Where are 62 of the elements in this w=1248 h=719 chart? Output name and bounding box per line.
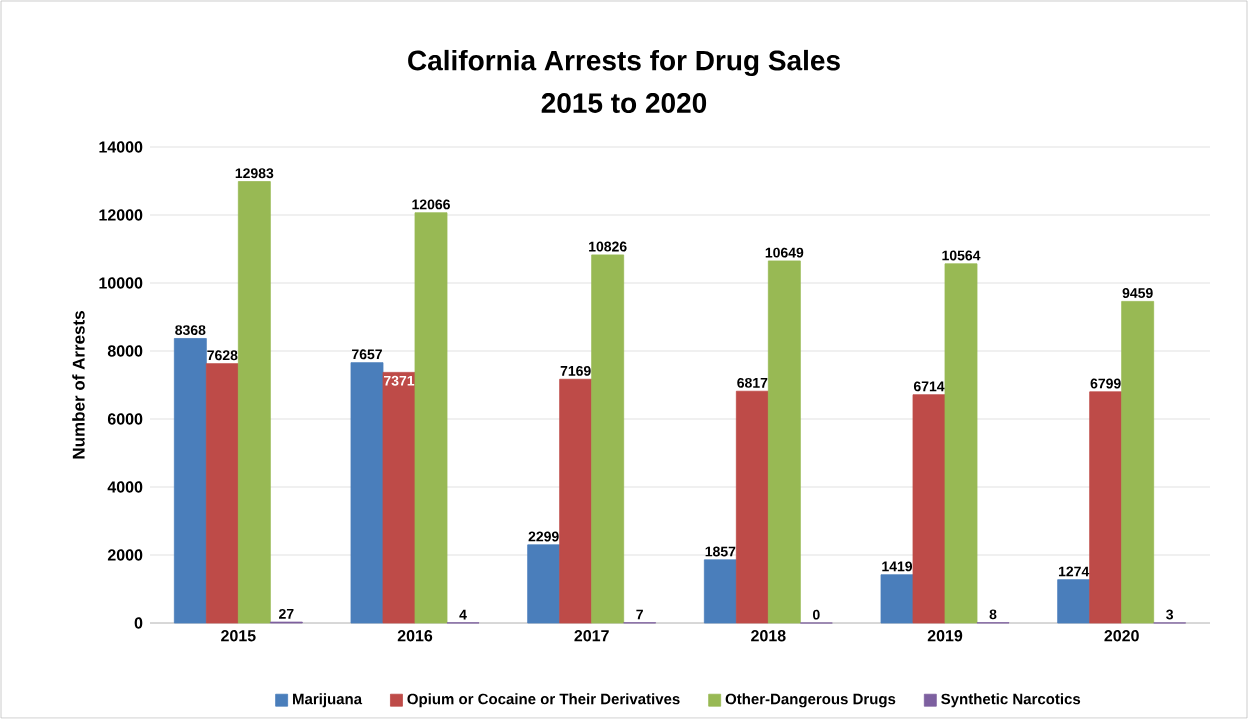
bar [1089, 391, 1123, 624]
chart-subtitle: 2015 to 2020 [541, 93, 707, 113]
y-tick-label: 10000 [99, 277, 143, 289]
legend-label: Marijuana [293, 693, 363, 708]
bar [944, 263, 978, 624]
data-label: 6799 [1090, 378, 1121, 389]
bar [527, 544, 561, 624]
data-label: 6714 [913, 381, 945, 392]
y-tick-label: 6000 [107, 413, 143, 425]
bar [559, 378, 593, 624]
bar [173, 338, 207, 624]
x-tick-label: 2016 [397, 630, 433, 642]
data-label: 0 [813, 609, 820, 620]
bar [1121, 301, 1155, 624]
data-label: 3 [1166, 609, 1174, 620]
data-label: 4 [459, 609, 467, 620]
data-label: 7169 [560, 365, 591, 376]
y-axis-title: Number of Arrests [72, 311, 85, 459]
data-label: 7 [636, 609, 643, 620]
data-label: 8 [989, 609, 997, 620]
x-tick-label: 2015 [221, 630, 256, 642]
data-label: 9459 [1122, 288, 1153, 298]
legend-label: Opium or Cocaine or Their Derivatives [407, 693, 680, 708]
data-label: 10564 [942, 250, 981, 261]
x-tick-label: 2020 [1104, 630, 1139, 642]
data-label: 10649 [765, 247, 804, 258]
bar [767, 260, 801, 624]
data-label: 8368 [175, 325, 206, 336]
bar [1057, 579, 1091, 624]
bar [703, 559, 737, 624]
y-tick-label: 2000 [107, 549, 143, 561]
chart-title: California Arrests for Drug Sales [408, 49, 840, 77]
data-label: 7371 [384, 375, 415, 386]
data-label: 1857 [705, 546, 736, 557]
y-tick-label: 0 [134, 617, 143, 629]
legend-label: Other-Dangerous Drugs [725, 693, 896, 708]
data-label: 27 [279, 608, 294, 619]
bar [350, 362, 384, 624]
x-tick-label: 2019 [927, 630, 963, 642]
bar [735, 390, 769, 624]
y-tick-label: 4000 [107, 481, 143, 493]
y-tick-label: 8000 [107, 345, 143, 357]
bar [414, 212, 448, 624]
legend-label: Synthetic Narcotics [941, 693, 1081, 708]
bar [237, 181, 271, 624]
x-tick-label: 2017 [574, 630, 609, 642]
data-label: 10826 [589, 241, 627, 252]
x-tick-label: 2018 [751, 630, 786, 642]
data-label: 2299 [528, 531, 559, 542]
bar [205, 363, 239, 624]
data-label: 1419 [882, 561, 913, 572]
y-tick-label: 14000 [99, 141, 143, 153]
data-label: 12983 [235, 168, 274, 179]
y-tick-label: 12000 [99, 209, 143, 221]
bar [382, 371, 416, 624]
bar [912, 394, 946, 624]
data-label: 7628 [207, 350, 238, 361]
data-label: 7657 [352, 349, 382, 360]
data-label: 6817 [737, 377, 768, 388]
bar [591, 254, 625, 624]
bar [880, 574, 914, 624]
data-label: 12066 [412, 199, 450, 210]
